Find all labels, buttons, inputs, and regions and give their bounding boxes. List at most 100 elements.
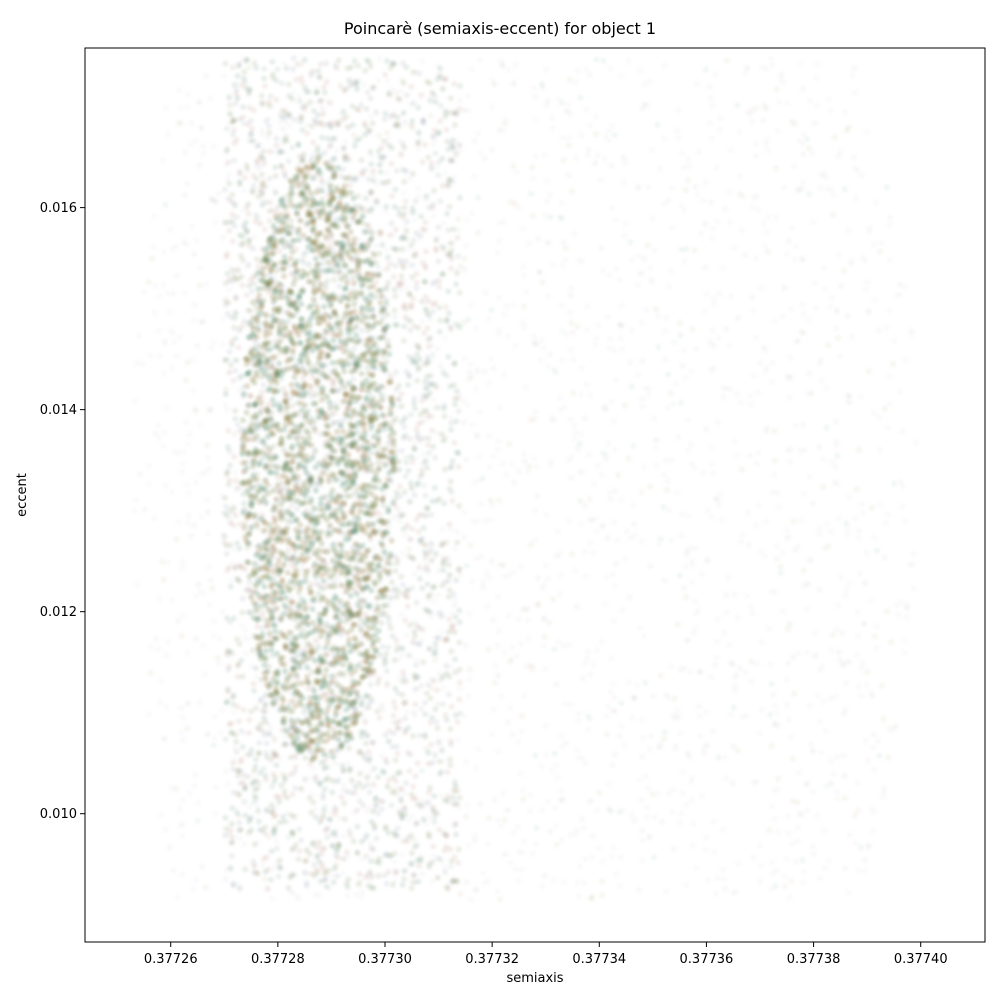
scatter-point: [453, 110, 460, 117]
scatter-point: [304, 130, 311, 137]
scatter-point: [742, 669, 749, 676]
scatter-point: [435, 224, 442, 231]
scatter-point: [158, 812, 165, 819]
scatter-point: [387, 625, 394, 631]
scatter-point: [257, 697, 263, 704]
scatter-point: [557, 572, 564, 579]
scatter-point: [661, 735, 667, 742]
scatter-point: [747, 401, 754, 408]
scatter-point: [232, 415, 239, 422]
scatter-point: [527, 190, 534, 197]
scatter-point: [638, 796, 645, 803]
scatter-point: [223, 550, 230, 557]
scatter-point: [520, 303, 527, 310]
scatter-point: [205, 455, 212, 462]
scatter-point: [254, 785, 261, 792]
scatter-point: [698, 571, 705, 577]
scatter-point: [246, 716, 253, 723]
scatter-point: [536, 269, 543, 276]
scatter-point: [188, 223, 195, 230]
scatter-point: [134, 581, 141, 588]
scatter-point: [329, 830, 336, 837]
scatter-point: [413, 662, 420, 669]
scatter-point: [351, 58, 358, 65]
scatter-point: [517, 563, 524, 570]
scatter-point: [397, 282, 404, 289]
scatter-point: [430, 443, 437, 450]
scatter-point: [186, 431, 193, 438]
scatter-point: [422, 557, 428, 564]
scatter-point: [401, 489, 408, 496]
scatter-point: [229, 694, 236, 701]
scatter-point: [250, 183, 257, 189]
scatter-point: [165, 131, 171, 138]
scatter-point: [262, 702, 268, 709]
scatter-point: [439, 155, 446, 162]
scatter-point: [232, 512, 239, 519]
scatter-point: [747, 604, 754, 610]
scatter-point: [447, 756, 454, 763]
scatter-point: [484, 603, 491, 610]
scatter-point: [625, 455, 632, 462]
scatter-point: [451, 122, 458, 128]
scatter-point: [186, 789, 193, 796]
scatter-point: [425, 343, 432, 350]
scatter-point: [447, 478, 454, 485]
scatter-point: [834, 626, 841, 633]
scatter-point: [876, 752, 883, 759]
scatter-point: [734, 102, 741, 109]
scatter-point: [803, 605, 810, 612]
scatter-point: [859, 509, 866, 516]
scatter-point: [758, 285, 765, 292]
scatter-point: [281, 792, 288, 799]
scatter-point: [428, 381, 435, 388]
scatter-point: [884, 511, 891, 518]
scatter-point: [225, 481, 232, 488]
scatter-point: [584, 326, 591, 333]
scatter-point: [679, 362, 686, 369]
scatter-point: [384, 338, 391, 344]
scatter-point: [553, 553, 560, 559]
scatter-point: [902, 518, 909, 525]
scatter-point: [387, 232, 393, 239]
scatter-point: [787, 458, 794, 465]
scatter-point: [606, 128, 613, 134]
scatter-point: [393, 226, 399, 233]
scatter-point: [783, 251, 790, 258]
scatter-point: [894, 602, 901, 609]
scatter-point: [398, 447, 405, 454]
scatter-point: [226, 180, 233, 187]
scatter-point: [500, 790, 507, 797]
scatter-point: [559, 261, 566, 268]
scatter-point: [146, 462, 153, 469]
scatter-point: [176, 119, 183, 126]
scatter-point: [156, 293, 163, 300]
scatter-point: [389, 881, 396, 888]
scatter-point: [311, 861, 318, 868]
scatter-point: [372, 796, 379, 803]
scatter-point: [574, 879, 581, 886]
scatter-point: [399, 691, 406, 698]
scatter-point: [675, 714, 682, 721]
scatter-point: [551, 646, 558, 653]
scatter-point: [789, 840, 796, 847]
scatter-point: [607, 65, 614, 72]
scatter-point: [401, 806, 408, 813]
scatter-point: [360, 81, 367, 88]
scatter-point: [456, 289, 463, 296]
scatter-point: [597, 177, 604, 184]
scatter-point: [578, 365, 585, 371]
scatter-point: [369, 85, 376, 92]
scatter-point: [249, 187, 256, 194]
scatter-point: [813, 305, 820, 312]
scatter-point: [344, 884, 351, 890]
scatter-point: [809, 843, 816, 850]
scatter-point: [407, 480, 414, 486]
scatter-point: [772, 719, 779, 726]
scatter-point: [657, 744, 663, 751]
scatter-point: [616, 808, 623, 815]
scatter-point: [176, 87, 183, 94]
scatter-point: [442, 170, 448, 177]
scatter-point: [783, 372, 790, 379]
scatter-point: [198, 470, 205, 477]
